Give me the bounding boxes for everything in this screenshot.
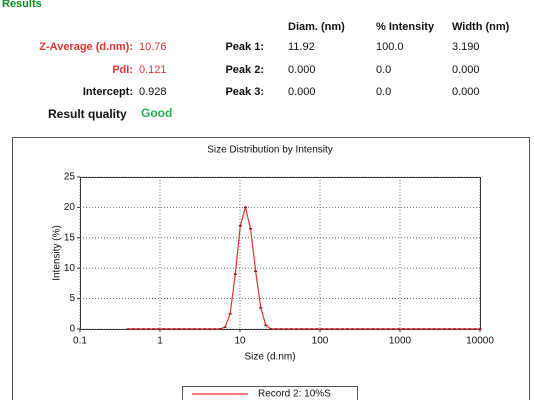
peak-label: Peak 2: [225,64,264,76]
peak-value: 0.000 [288,64,316,76]
x-tick-label: 1000 [389,336,412,347]
peak-value: 0.0 [376,86,391,98]
column-header: Width (nm) [452,21,510,33]
y-tick-label: 20 [64,202,76,213]
summary-label: PdI: [112,64,133,76]
plot-frame [80,177,481,330]
x-tick-label: 1 [157,336,163,347]
quality-value: Good [141,106,172,120]
peak-value: 0.000 [452,86,480,98]
column-header: % Intensity [376,21,435,33]
x-tick-label: 10 [234,336,246,347]
summary-label: Intercept: [83,86,133,98]
peak-label: Peak 1: [225,41,264,53]
series-line [128,205,480,330]
summary-value: 10.76 [139,41,167,53]
column-header: Diam. (nm) [288,21,345,33]
peak-value: 0.0 [376,64,391,76]
y-tick-label: 10 [64,263,76,274]
chart-frame [12,137,530,400]
y-tick-label: 0 [69,324,75,335]
y-tick-label: 25 [64,172,76,183]
summary-label: Z-Average (d.nm): [39,41,133,53]
y-tick-label: 15 [64,232,76,243]
results-title: Results [2,0,42,10]
y-tick-label: 5 [69,293,75,304]
x-tick-label: 100 [312,336,329,347]
x-tick-label: 10000 [466,336,494,347]
summary-value: 0.121 [139,64,167,76]
peak-value: 0.000 [288,86,316,98]
peak-value: 3.190 [452,41,480,53]
legend-label: Record 2: 10%S [258,389,331,400]
peak-label: Peak 3: [225,86,264,98]
legend [182,386,358,400]
peak-value: 100.0 [376,41,404,53]
x-axis-label: Size (d.nm) [244,352,295,363]
x-tick-label: 0.1 [73,336,87,347]
y-axis-label: Intensity (%) [52,225,63,281]
peak-value: 0.000 [452,64,480,76]
quality-label: Result quality [48,107,127,121]
peak-value: 11.92 [288,41,315,53]
summary-value: 0.928 [139,86,167,98]
chart-title: Size Distribution by Intensity [207,145,333,156]
